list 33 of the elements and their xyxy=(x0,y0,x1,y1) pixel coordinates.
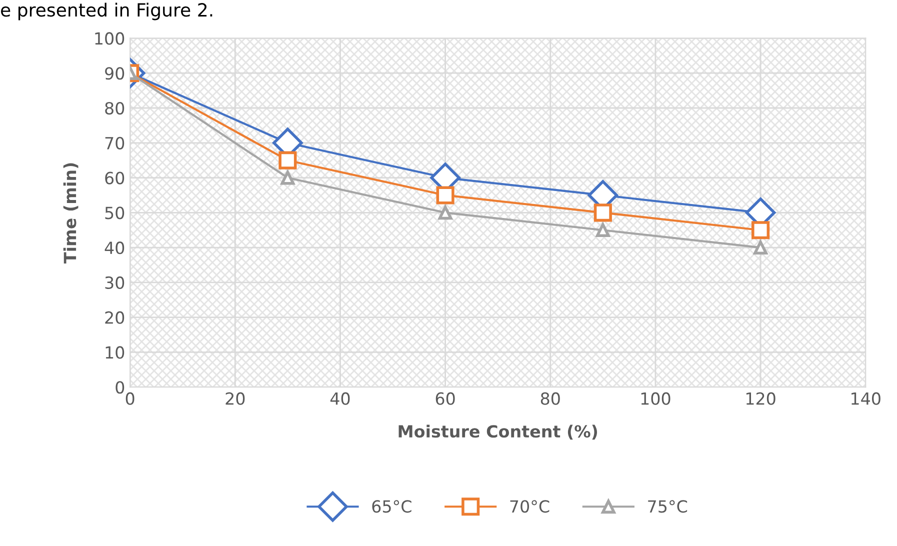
y-tick-label: 0 xyxy=(116,381,124,394)
y-tick-label: 20 xyxy=(105,311,124,324)
point xyxy=(280,170,295,185)
y-tick-label: 40 xyxy=(104,242,124,254)
point xyxy=(752,221,770,240)
point xyxy=(438,206,452,220)
x-tick-label: 20 xyxy=(226,392,245,405)
text: e presented in Figure 2. xyxy=(0,2,212,20)
x-tick-label: 120 xyxy=(746,392,776,405)
x-tick-label: 40 xyxy=(330,392,350,405)
legend-label: 70°C xyxy=(510,500,550,513)
x-tick-label: 60 xyxy=(436,392,455,405)
y-axis-title: Time (min) xyxy=(63,163,78,264)
point xyxy=(596,223,610,238)
point xyxy=(436,186,454,204)
y-tick-label: 10 xyxy=(106,346,124,359)
x-tick-label: 0 xyxy=(126,392,134,405)
x-axis-title: Moisture Content (%) xyxy=(398,424,598,440)
x-tick-label: 100 xyxy=(641,392,670,405)
y-tick-label: 60 xyxy=(105,172,124,184)
point xyxy=(754,240,768,255)
x-tick-label: 80 xyxy=(540,392,560,405)
y-tick-label: 50 xyxy=(105,206,124,220)
x-tick-label: 140 xyxy=(852,392,880,405)
legend-label: 75°C xyxy=(648,500,688,513)
y-tick-label: 100 xyxy=(95,32,124,45)
y-tick-label: 70 xyxy=(105,136,124,150)
point xyxy=(594,204,612,222)
legend-label: 65°C xyxy=(372,500,412,513)
y-tick-label: 30 xyxy=(105,276,124,290)
y-tick-label: 80 xyxy=(105,102,124,115)
point xyxy=(278,151,297,170)
y-tick-label: 90 xyxy=(105,67,124,80)
